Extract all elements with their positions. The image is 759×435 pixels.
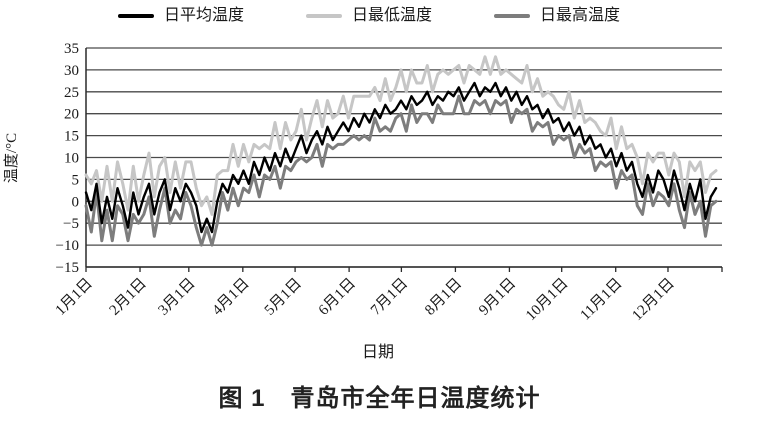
x-tick-label: 5月1日 bbox=[262, 276, 305, 319]
y-tick-label: −5 bbox=[63, 216, 79, 232]
y-tick-label: −15 bbox=[56, 260, 79, 276]
y-tick-label: 5 bbox=[72, 172, 80, 188]
series-lines bbox=[84, 55, 718, 247]
series-line-日最高温度 bbox=[84, 94, 718, 247]
y-tick-label: 0 bbox=[72, 194, 80, 210]
line-swatch-daily-average bbox=[118, 14, 154, 18]
legend-label-daily-maximum: 日最高温度 bbox=[540, 7, 621, 24]
x-tick-label: 4月1日 bbox=[210, 276, 253, 319]
x-tick-label: 3月1日 bbox=[155, 276, 198, 319]
x-tick-label: 12月1日 bbox=[629, 276, 677, 324]
x-tick-label: 11月1日 bbox=[577, 276, 625, 324]
y-axis-tick-labels: 35 30 25 20 15 10 5 0 −5 −10 −15 bbox=[56, 41, 79, 276]
x-tick-label: 1月1日 bbox=[53, 276, 96, 319]
x-tick-label: 9月1日 bbox=[476, 276, 519, 319]
x-axis-title: 日期 bbox=[362, 343, 394, 361]
temperature-line-chart: 35 30 25 20 15 10 5 0 −5 −10 −15 1月1日 2月1日 3月1日 4月1日 5… bbox=[3, 41, 723, 361]
x-tick-label: 7月1日 bbox=[368, 276, 411, 319]
x-axis-tick-labels: 1月1日 2月1日 3月1日 4月1日 5月1日 6月1日 7月1日 8月1日 9月1日 10月1… bbox=[53, 276, 678, 324]
legend-label-daily-average: 日平均温度 bbox=[164, 7, 245, 24]
line-swatch-daily-maximum bbox=[494, 14, 531, 18]
x-tick-label: 10月1日 bbox=[523, 276, 571, 324]
series-line-日最低温度 bbox=[84, 55, 718, 216]
y-tick-label: −10 bbox=[56, 238, 79, 254]
legend-item-daily-average: 日平均温度 bbox=[118, 6, 244, 26]
y-tick-label: 10 bbox=[64, 151, 79, 167]
y-tick-label: 20 bbox=[64, 107, 79, 123]
y-tick-label: 30 bbox=[64, 63, 79, 79]
chart-legend: 日平均温度 日最低温度 日最高温度 bbox=[118, 6, 620, 26]
y-tick-label: 35 bbox=[64, 41, 79, 57]
x-tick-label: 8月1日 bbox=[422, 276, 465, 319]
y-axis-title: 温度/°C bbox=[3, 133, 20, 183]
legend-label-daily-minimum: 日最低温度 bbox=[352, 7, 433, 24]
figure-caption: 图 1 青岛市全年日温度统计 bbox=[218, 385, 541, 412]
x-tick-label: 2月1日 bbox=[107, 276, 150, 319]
axes bbox=[85, 48, 723, 272]
series-line-日平均温度 bbox=[84, 81, 718, 234]
y-tick-label: 15 bbox=[64, 129, 79, 145]
legend-item-daily-maximum: 日最高温度 bbox=[494, 6, 620, 26]
x-tick-label: 6月1日 bbox=[316, 276, 359, 319]
legend-item-daily-minimum: 日最低温度 bbox=[306, 6, 432, 26]
line-swatch-daily-minimum bbox=[306, 14, 343, 18]
y-tick-label: 25 bbox=[64, 85, 79, 101]
